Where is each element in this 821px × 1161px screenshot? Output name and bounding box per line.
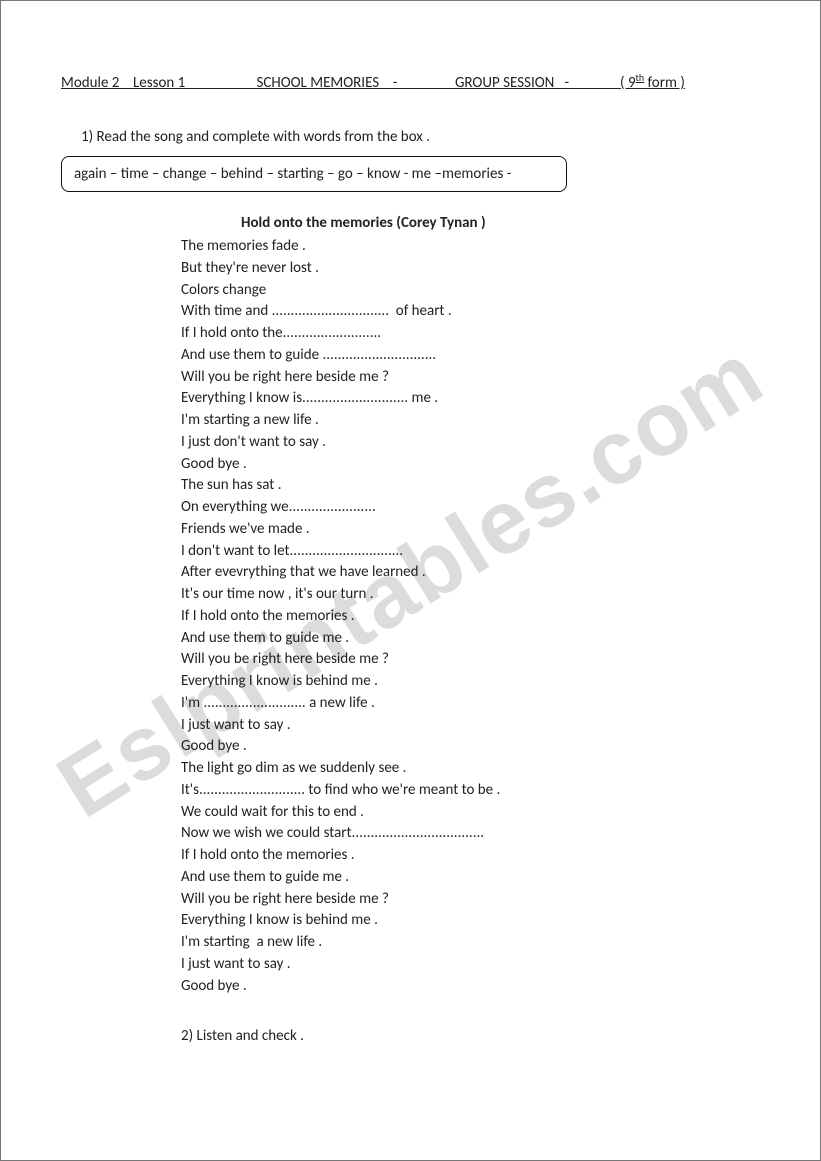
word-box: again – time – change – behind – startin… [61, 156, 567, 192]
lyric-line: With time and ..........................… [181, 301, 760, 323]
lyric-line: Will you be right here beside me ? [181, 889, 760, 911]
lyric-line: It's our time now , it's our turn . [181, 584, 760, 606]
lyric-line: The memories fade . [181, 236, 760, 258]
lyric-line: If I hold onto the memories . [181, 845, 760, 867]
lyrics-block: The memories fade .But they're never los… [181, 236, 760, 997]
lyric-line: The sun has sat . [181, 475, 760, 497]
lyric-line: Good bye . [181, 736, 760, 758]
lyric-line: But they're never lost . [181, 258, 760, 280]
lyric-line: The light go dim as we suddenly see . [181, 758, 760, 780]
lyric-line: Everything I know is....................… [181, 388, 760, 410]
lyric-line: Everything I know is behind me . [181, 671, 760, 693]
lyric-line: And use them to guide me . [181, 867, 760, 889]
page: Eslprintables.com Module 2 Lesson 1 SCHO… [0, 0, 821, 1161]
lyric-line: I'm starting a new life . [181, 932, 760, 954]
lyric-line: I just don't want to say . [181, 432, 760, 454]
lyric-line: Good bye . [181, 976, 760, 998]
lyric-line: Everything I know is behind me . [181, 910, 760, 932]
header-sup: th [636, 71, 645, 84]
lyric-line: And use them to guide ..................… [181, 345, 760, 367]
lyric-line: On everything we....................... [181, 497, 760, 519]
lyric-line: It's............................ to find… [181, 780, 760, 802]
header-tail: form ) [644, 74, 685, 92]
lyric-line: If I hold onto the memories . [181, 606, 760, 628]
lyric-line: Colors change [181, 280, 760, 302]
lyric-line: I just want to say . [181, 954, 760, 976]
content-area: Module 2 Lesson 1 SCHOOL MEMORIES - GROU… [61, 71, 760, 1045]
lyric-line: And use them to guide me . [181, 628, 760, 650]
instruction-2: 2) Listen and check . [181, 1027, 760, 1045]
lyric-line: Now we wish we could start..............… [181, 823, 760, 845]
lyric-line: Will you be right here beside me ? [181, 649, 760, 671]
lyric-line: I don't want to let.....................… [181, 541, 760, 563]
lyric-line: Good bye . [181, 454, 760, 476]
lyric-line: I'm starting a new life . [181, 410, 760, 432]
lyric-line: If I hold onto the......................… [181, 323, 760, 345]
lyric-line: Friends we've made . [181, 519, 760, 541]
lyric-line: We could wait for this to end . [181, 802, 760, 824]
header-prefix: Module 2 Lesson 1 SCHOOL MEMORIES - GROU… [61, 74, 636, 92]
instruction-1: 1) Read the song and complete with words… [81, 128, 760, 146]
song-title: Hold onto the memories (Corey Tynan ) [241, 214, 760, 232]
lyric-line: After evevrything that we have learned . [181, 562, 760, 584]
lyric-line: I just want to say . [181, 715, 760, 737]
header-line: Module 2 Lesson 1 SCHOOL MEMORIES - GROU… [61, 71, 760, 92]
lyric-line: Will you be right here beside me ? [181, 367, 760, 389]
lyric-line: I'm ........................... a new li… [181, 693, 760, 715]
